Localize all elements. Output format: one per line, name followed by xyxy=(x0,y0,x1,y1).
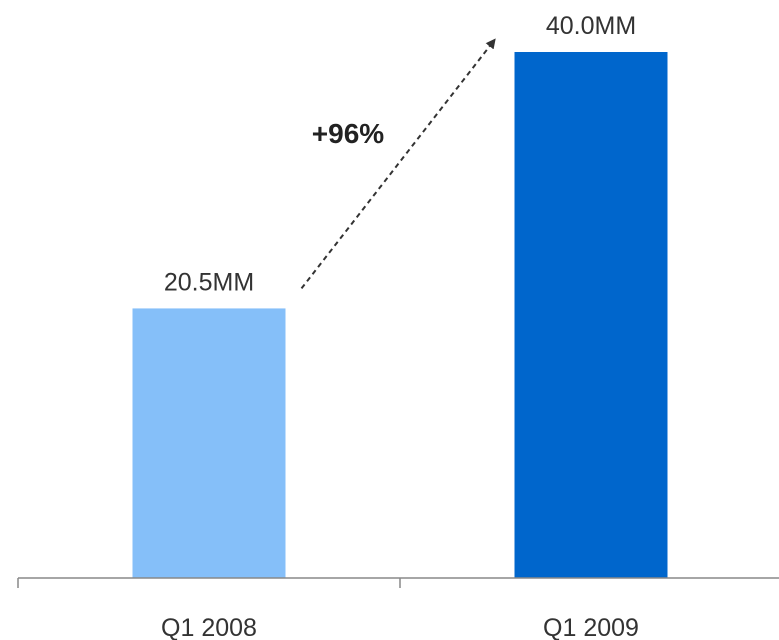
value-label-q1-2008: 20.5MM xyxy=(164,268,254,296)
x-axis xyxy=(17,577,779,588)
bars-group xyxy=(132,52,668,578)
bar-q1-2009 xyxy=(514,52,668,578)
growth-annotation: +96% xyxy=(300,38,496,290)
labels-group: 20.5MM Q1 2008 40.0MM Q1 2009 xyxy=(161,12,639,640)
growth-label: +96% xyxy=(312,118,384,149)
tick-label-q1-2009: Q1 2009 xyxy=(543,614,639,640)
growth-arrow xyxy=(300,38,496,290)
bar-q1-2008 xyxy=(132,308,286,578)
tick-label-q1-2008: Q1 2008 xyxy=(161,614,257,640)
value-label-q1-2009: 40.0MM xyxy=(546,12,636,40)
